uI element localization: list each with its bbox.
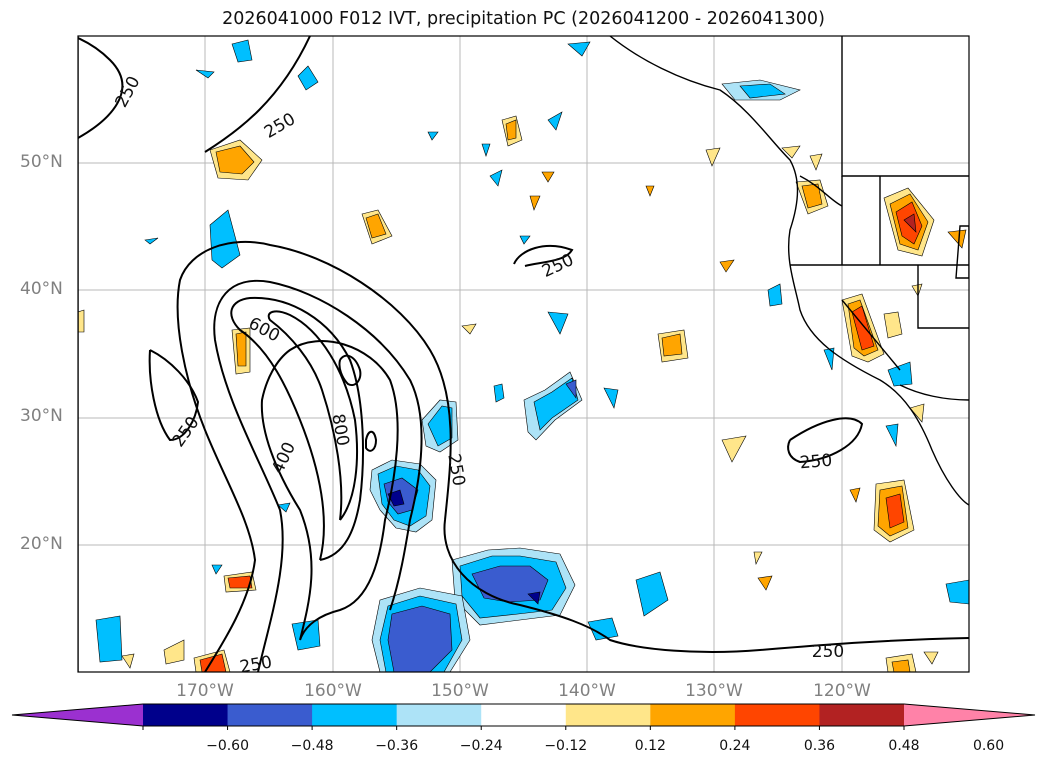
colorbar-segment xyxy=(734,704,820,726)
colorbar-segment xyxy=(143,704,229,726)
ivt-contours xyxy=(78,36,969,672)
colorbar-extend-max xyxy=(904,704,1035,726)
lon-label-150w: 150°W xyxy=(431,681,489,701)
colorbar-segment xyxy=(312,704,398,726)
precip-pc-shading xyxy=(78,39,969,672)
colorbar-tick-label: 0.60 xyxy=(972,738,1005,754)
colorbar-segment xyxy=(227,704,313,726)
colorbar-tick-label: −0.48 xyxy=(290,738,334,754)
colorbar-tick-label: 0.24 xyxy=(719,738,751,754)
lat-label-40n: 40°N xyxy=(20,279,63,299)
lon-label-160w: 160°W xyxy=(304,681,362,701)
lon-label-130w: 130°W xyxy=(685,681,743,701)
lon-label-140w: 140°W xyxy=(558,681,616,701)
colorbar-segment xyxy=(396,704,482,726)
colorbar-segment xyxy=(819,704,905,726)
colorbar-tick-label: −0.12 xyxy=(544,738,588,754)
plot-frame xyxy=(77,35,970,673)
ivt-contour-label: 250 xyxy=(799,451,833,474)
colorbar-segment xyxy=(565,704,651,726)
colorbar-tick-label: −0.36 xyxy=(375,738,419,754)
ivt-contour-label: 250 xyxy=(238,652,273,677)
colorbar-segment xyxy=(650,704,736,726)
lat-label-30n: 30°N xyxy=(20,406,63,426)
colorbar-segment xyxy=(481,704,567,726)
colorbar-tick-label: −0.60 xyxy=(206,738,249,754)
colorbar-tick-label: 0.36 xyxy=(803,738,836,754)
colorbar-tick-label: −0.24 xyxy=(459,738,503,754)
colorbar-extend-min xyxy=(12,704,143,726)
colorbar xyxy=(11,703,1036,730)
lon-label-120w: 120°W xyxy=(813,681,871,701)
coastlines-borders xyxy=(78,36,969,672)
lat-label-50n: 50°N xyxy=(20,152,63,172)
colorbar-tick-label: 0.12 xyxy=(634,738,666,754)
ivt-contour-label: 250 xyxy=(812,642,844,662)
gridlines xyxy=(78,36,969,672)
lon-label-170w: 170°W xyxy=(176,681,234,701)
chart-title: 2026041000 F012 IVT, precipitation PC (2… xyxy=(222,9,825,29)
lat-label-20n: 20°N xyxy=(20,534,63,554)
colorbar-tick-label: 0.48 xyxy=(888,738,920,754)
